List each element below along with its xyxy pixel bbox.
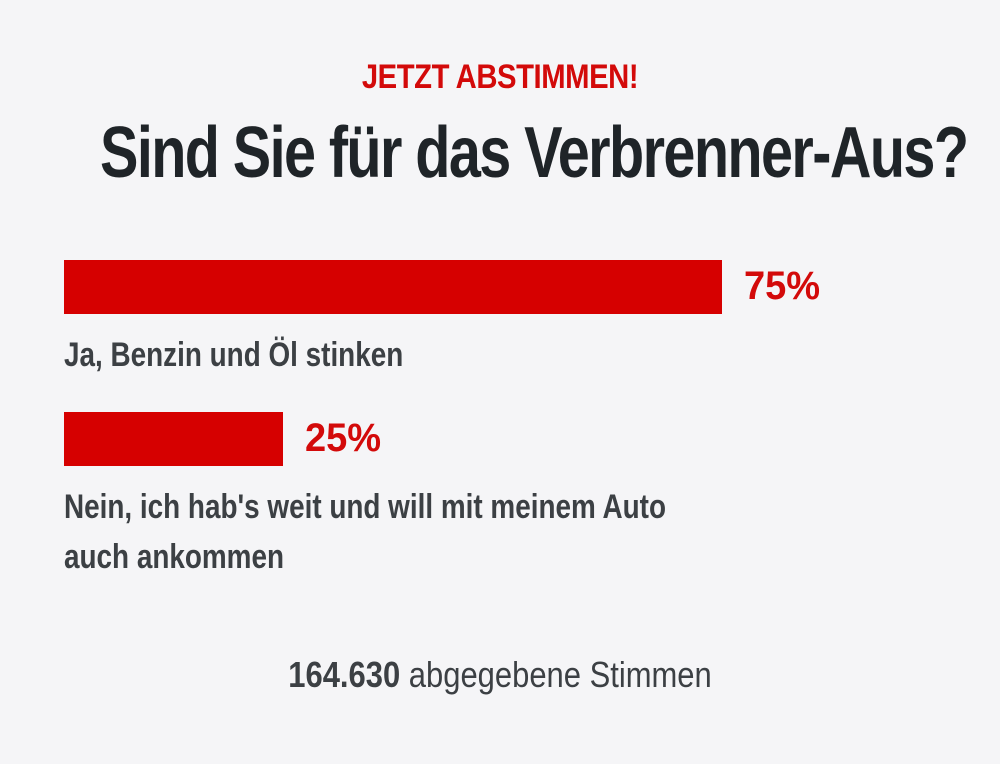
result-percent: 75% — [744, 264, 821, 308]
answer-text: Nein, ich hab's weit und will mit meinem… — [64, 482, 769, 582]
vote-total: 164.630 abgegebene Stimmen — [70, 654, 930, 696]
poll-option-1[interactable]: 75% Ja, Benzin und Öl stinken — [64, 260, 944, 380]
result-bar-row: 25% — [64, 412, 944, 466]
result-percent: 25% — [305, 416, 382, 460]
result-bar — [64, 412, 283, 466]
vote-count: 164.630 — [288, 654, 401, 695]
result-bar — [64, 260, 722, 314]
answer-line: auch ankommen — [64, 538, 285, 576]
poll-option-2[interactable]: 25% Nein, ich hab's weit und will mit me… — [64, 412, 944, 582]
poll-question: Sind Sie für das Verbrenner-Aus? — [100, 113, 969, 193]
poll-kicker: JETZT ABSTIMMEN! — [361, 58, 639, 96]
vote-label: abgegebene Stimmen — [408, 654, 712, 695]
answer-text: Ja, Benzin und Öl stinken — [64, 330, 769, 380]
result-bar-row: 75% — [64, 260, 944, 314]
answer-line: Ja, Benzin und Öl stinken — [64, 336, 404, 374]
answer-line: Nein, ich hab's weit und will mit meinem… — [64, 488, 666, 526]
